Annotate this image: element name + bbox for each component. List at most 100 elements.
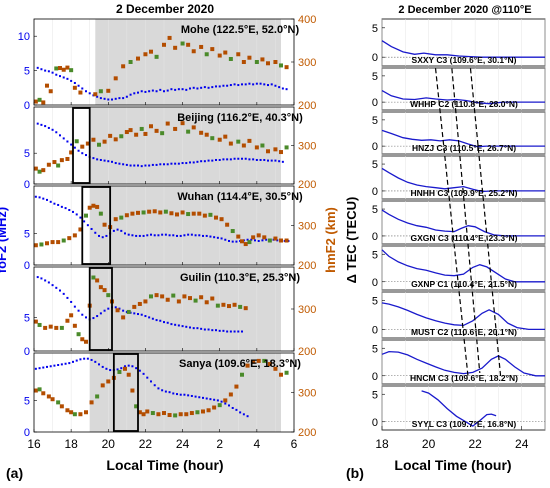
hmF2-point bbox=[102, 222, 107, 227]
tec-station-label: HNZJ C3 (110.5°E, 26.7°N) bbox=[412, 143, 516, 153]
foF2-point bbox=[218, 329, 221, 332]
foF2-point bbox=[259, 82, 262, 85]
tec-curve bbox=[381, 350, 545, 377]
foF2-point bbox=[267, 159, 269, 162]
hmF2-point bbox=[254, 60, 259, 64]
hmF2-point bbox=[61, 238, 66, 243]
hmF2-point bbox=[136, 56, 140, 61]
foF2-point bbox=[116, 368, 119, 371]
hmF2-point bbox=[78, 90, 83, 95]
hmF2-point bbox=[221, 302, 226, 307]
hmF2-point bbox=[266, 149, 270, 154]
y-tick-label-hmF2: 200 bbox=[298, 179, 316, 191]
hmF2-point bbox=[115, 308, 120, 313]
hmF2-point bbox=[56, 240, 61, 245]
foF2-point bbox=[228, 404, 230, 407]
hmF2-point bbox=[154, 293, 159, 298]
foF2-point bbox=[192, 161, 195, 164]
foF2-point bbox=[44, 69, 47, 72]
foF2-point bbox=[174, 88, 177, 91]
foF2-point bbox=[135, 234, 138, 237]
foF2-point bbox=[86, 224, 89, 227]
night-shade bbox=[89, 107, 281, 184]
hmF2-point bbox=[193, 298, 198, 303]
hmF2-point bbox=[102, 288, 107, 293]
hmF2-point bbox=[65, 318, 70, 323]
hmF2-point bbox=[98, 285, 103, 290]
foF2-point bbox=[64, 362, 67, 365]
hmF2-point bbox=[227, 304, 231, 309]
panel-a-label: (a) bbox=[6, 465, 23, 481]
foF2-point bbox=[53, 364, 56, 367]
foF2-point bbox=[36, 276, 39, 279]
y-tick-label-foF2: 10 bbox=[18, 31, 30, 43]
tec-station-label: SYYL C3 (109.7°E, 16.8°N) bbox=[412, 419, 517, 429]
hmF2-point bbox=[180, 210, 185, 215]
foF2-point bbox=[228, 239, 230, 242]
hmF2-point bbox=[145, 409, 150, 414]
foF2-point bbox=[47, 126, 50, 129]
y-tick-label: 5 bbox=[372, 389, 378, 401]
tec-curve bbox=[381, 129, 545, 148]
hmF2-point bbox=[113, 217, 118, 222]
foF2-point bbox=[151, 317, 154, 320]
y-tick-label: 5 bbox=[372, 343, 378, 355]
hmF2-point bbox=[191, 211, 196, 216]
hmF2-point bbox=[59, 404, 64, 409]
foF2-point bbox=[98, 234, 100, 237]
foF2-point bbox=[263, 83, 266, 86]
y-tick-label-foF2: 5 bbox=[24, 66, 30, 78]
y-tick-label-hmF2: 300 bbox=[298, 221, 316, 233]
y-tick-label: 0 bbox=[372, 141, 378, 153]
foF2-point bbox=[226, 84, 229, 87]
left-xlabel: Local Time (hour) bbox=[106, 457, 223, 473]
hmF2-point bbox=[241, 143, 246, 148]
foF2-point bbox=[233, 157, 236, 160]
hmF2-point bbox=[89, 400, 94, 405]
hmF2-point bbox=[98, 211, 103, 216]
y-tick-label-hmF2: 300 bbox=[298, 141, 316, 153]
x-tick-label: 4 bbox=[254, 437, 261, 451]
x-tick-label: 22 bbox=[139, 437, 153, 451]
foF2-point bbox=[124, 232, 126, 235]
foF2-point bbox=[241, 83, 243, 86]
hmF2-point bbox=[95, 278, 100, 283]
foF2-point bbox=[60, 205, 63, 208]
foF2-point bbox=[73, 305, 76, 308]
foF2-point bbox=[62, 292, 65, 295]
hmF2-point bbox=[69, 410, 74, 415]
foF2-point bbox=[83, 357, 86, 360]
foF2-point bbox=[51, 71, 54, 74]
hmF2-point bbox=[165, 297, 170, 302]
hmF2-point bbox=[56, 163, 61, 168]
hmF2-point bbox=[139, 126, 144, 131]
foF2-point bbox=[85, 316, 87, 319]
hmF2-point bbox=[228, 56, 233, 61]
hmF2-point bbox=[80, 144, 85, 149]
highlight-box bbox=[72, 107, 91, 184]
hmF2-point bbox=[232, 302, 237, 307]
foF2-point bbox=[79, 216, 82, 219]
tec-curve bbox=[381, 302, 545, 331]
foF2-point bbox=[183, 234, 186, 237]
hmF2-point bbox=[72, 233, 77, 238]
y-tick-label: 5 bbox=[372, 71, 378, 83]
foF2-point bbox=[281, 87, 284, 90]
foF2-point bbox=[150, 233, 152, 236]
hmF2-point bbox=[210, 136, 215, 141]
hmF2-point bbox=[186, 42, 191, 47]
x-tick-label: 16 bbox=[27, 437, 41, 451]
night-shade bbox=[89, 186, 281, 265]
hmF2-point bbox=[279, 63, 283, 68]
hmF2-point bbox=[241, 60, 246, 64]
foF2-point bbox=[38, 367, 41, 370]
hmF2-point bbox=[91, 275, 96, 280]
hmF2-point bbox=[228, 141, 233, 146]
hmF2-point bbox=[267, 238, 272, 243]
foF2-point bbox=[114, 306, 117, 309]
station-label: Mohe (122.5°E, 52.0°N) bbox=[181, 24, 300, 36]
hmF2-point bbox=[130, 388, 135, 393]
hmF2-point bbox=[284, 238, 289, 243]
hmF2-point bbox=[130, 211, 135, 216]
foF2-point bbox=[241, 157, 243, 160]
